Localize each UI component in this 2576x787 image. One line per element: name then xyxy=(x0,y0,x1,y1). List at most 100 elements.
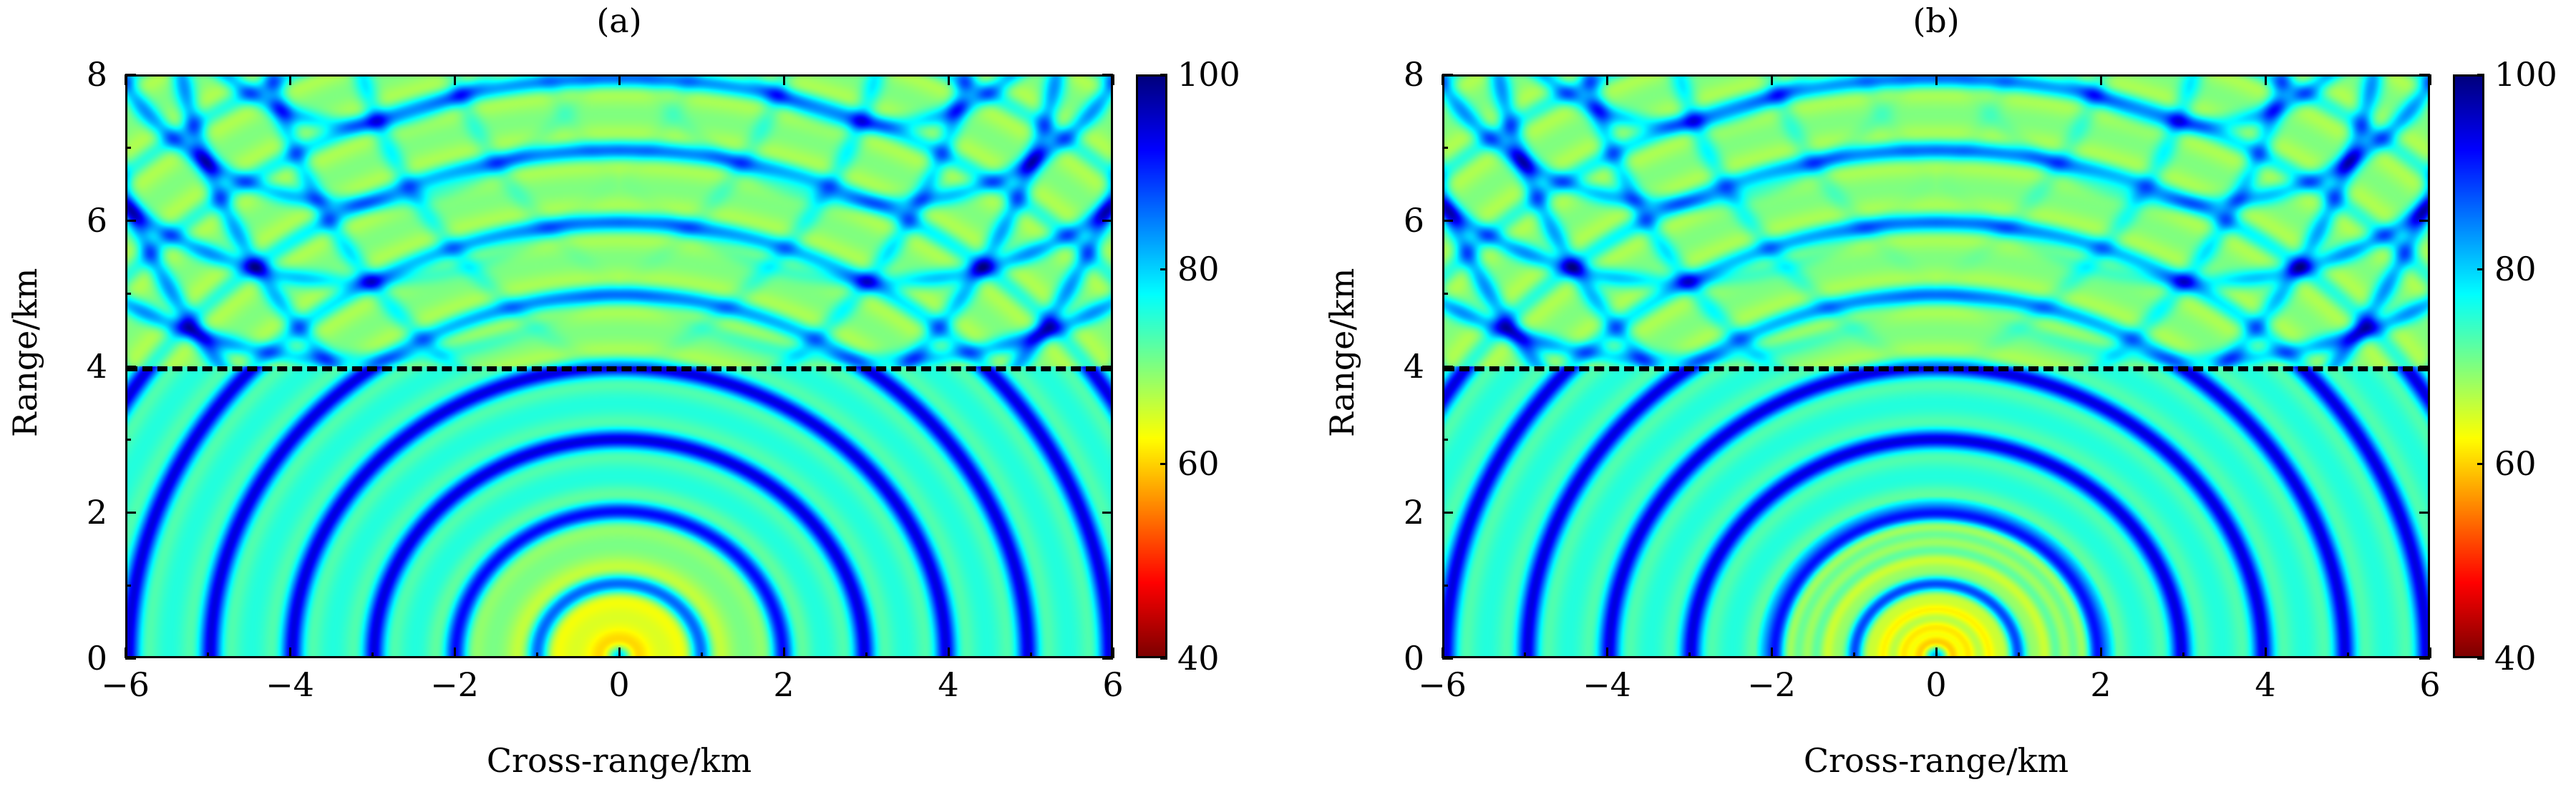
y-tick xyxy=(125,365,136,368)
x-tick xyxy=(2099,74,2102,85)
x-minor-tick xyxy=(371,652,374,658)
x-tick xyxy=(782,647,785,658)
x-tick xyxy=(288,647,291,658)
chart-title: (b) xyxy=(1912,1,1960,40)
colorbar-tick xyxy=(1160,268,1167,270)
x-tick-label: −6 xyxy=(1418,665,1467,704)
y-minor-tick xyxy=(125,438,131,441)
y-minor-tick xyxy=(125,292,131,295)
x-minor-tick xyxy=(535,652,538,658)
dashed-reference-line xyxy=(127,366,1111,371)
x-tick xyxy=(782,74,785,85)
x-tick xyxy=(2264,74,2267,85)
x-tick xyxy=(947,74,950,85)
y-tick-label: 6 xyxy=(86,201,107,240)
x-tick xyxy=(453,74,456,85)
x-axis-title: Cross-range/km xyxy=(486,741,752,780)
x-tick xyxy=(947,647,950,658)
y-tick-label: 4 xyxy=(86,347,107,386)
chart-title: (a) xyxy=(596,1,642,40)
y-tick xyxy=(125,73,136,76)
x-minor-tick xyxy=(1852,652,1855,658)
colorbar-tick xyxy=(1160,462,1167,465)
x-tick xyxy=(1770,647,1773,658)
y-tick xyxy=(2419,657,2430,660)
chart-panel-b: (b) Cross-range/km Range/km −6 −4 −2 0 2 4 6 0 2… xyxy=(1317,0,2576,787)
y-tick xyxy=(2419,219,2430,222)
x-tick xyxy=(453,647,456,658)
x-tick-label: 6 xyxy=(2419,665,2441,704)
x-minor-tick xyxy=(2182,652,2184,658)
x-tick-label: −4 xyxy=(1583,665,1631,704)
x-tick-label: −4 xyxy=(266,665,314,704)
colorbar-tick-label: 100 xyxy=(1177,55,1240,94)
y-tick xyxy=(1442,511,1453,514)
colorbar-tick-label: 100 xyxy=(2494,55,2557,94)
colorbar-tick xyxy=(2477,268,2484,270)
colorbar-gradient xyxy=(2455,77,2482,656)
x-tick xyxy=(2099,647,2102,658)
colorbar-tick-label: 40 xyxy=(1177,639,1220,678)
colorbar-tick-label: 60 xyxy=(1177,444,1220,483)
x-tick-label: 6 xyxy=(1102,665,1124,704)
y-axis-title: Range/km xyxy=(6,268,44,437)
colorbar-tick xyxy=(1160,73,1167,76)
y-minor-tick xyxy=(1442,292,1448,295)
y-tick xyxy=(2419,73,2430,76)
y-tick xyxy=(2419,365,2430,368)
y-tick-label: 8 xyxy=(86,55,107,94)
x-tick-label: −2 xyxy=(430,665,479,704)
dashed-reference-line xyxy=(1444,366,2428,371)
colorbar-tick xyxy=(2477,73,2484,76)
x-tick xyxy=(1605,74,1608,85)
colorbar xyxy=(1136,74,1167,658)
y-minor-tick xyxy=(1442,584,1448,587)
chart-panel-a: (a) Cross-range/km Range/km −6 −4 −2 0 2 4 6 0 2… xyxy=(6,1,1240,780)
x-minor-tick xyxy=(700,652,703,658)
y-tick xyxy=(125,657,136,660)
colorbar-tick-label: 40 xyxy=(2494,639,2537,678)
y-tick-label: 2 xyxy=(86,493,107,532)
y-minor-tick xyxy=(1442,146,1448,149)
x-minor-tick xyxy=(1029,652,1032,658)
x-tick-label: −2 xyxy=(1747,665,1796,704)
y-tick-label: 4 xyxy=(1403,347,1424,386)
x-tick xyxy=(1935,647,1938,658)
x-tick-label: 2 xyxy=(773,665,794,704)
colorbar-tick xyxy=(1160,657,1167,660)
x-tick xyxy=(288,74,291,85)
y-minor-tick xyxy=(1442,438,1448,441)
y-tick xyxy=(1442,73,1453,76)
x-tick xyxy=(1441,647,1444,658)
x-tick xyxy=(124,74,127,85)
x-minor-tick xyxy=(1523,652,1526,658)
y-tick xyxy=(1102,657,1113,660)
y-tick xyxy=(1102,219,1113,222)
colorbar-tick-label: 80 xyxy=(2494,250,2537,288)
x-minor-tick xyxy=(206,652,209,658)
y-minor-tick xyxy=(125,584,131,587)
y-tick xyxy=(1442,365,1453,368)
x-tick-label: 4 xyxy=(938,665,959,704)
y-tick xyxy=(125,511,136,514)
y-tick xyxy=(2419,511,2430,514)
x-tick xyxy=(2429,74,2431,85)
colorbar-tick xyxy=(2477,462,2484,465)
x-tick xyxy=(1112,647,1114,658)
x-tick xyxy=(1770,74,1773,85)
x-tick xyxy=(1605,647,1608,658)
y-tick xyxy=(125,219,136,222)
y-tick xyxy=(1102,511,1113,514)
x-tick-label: 2 xyxy=(2090,665,2111,704)
x-minor-tick xyxy=(865,652,867,658)
colorbar-tick-label: 80 xyxy=(1177,250,1220,288)
heatmap-plot-area xyxy=(1442,74,2430,658)
x-minor-tick xyxy=(2017,652,2020,658)
y-tick-label: 0 xyxy=(1403,639,1424,678)
x-tick xyxy=(124,647,127,658)
colorbar-gradient xyxy=(1138,77,1165,656)
y-tick xyxy=(1442,219,1453,222)
colorbar-tick-label: 60 xyxy=(2494,444,2537,483)
y-tick-label: 8 xyxy=(1403,55,1424,94)
x-minor-tick xyxy=(2346,652,2349,658)
